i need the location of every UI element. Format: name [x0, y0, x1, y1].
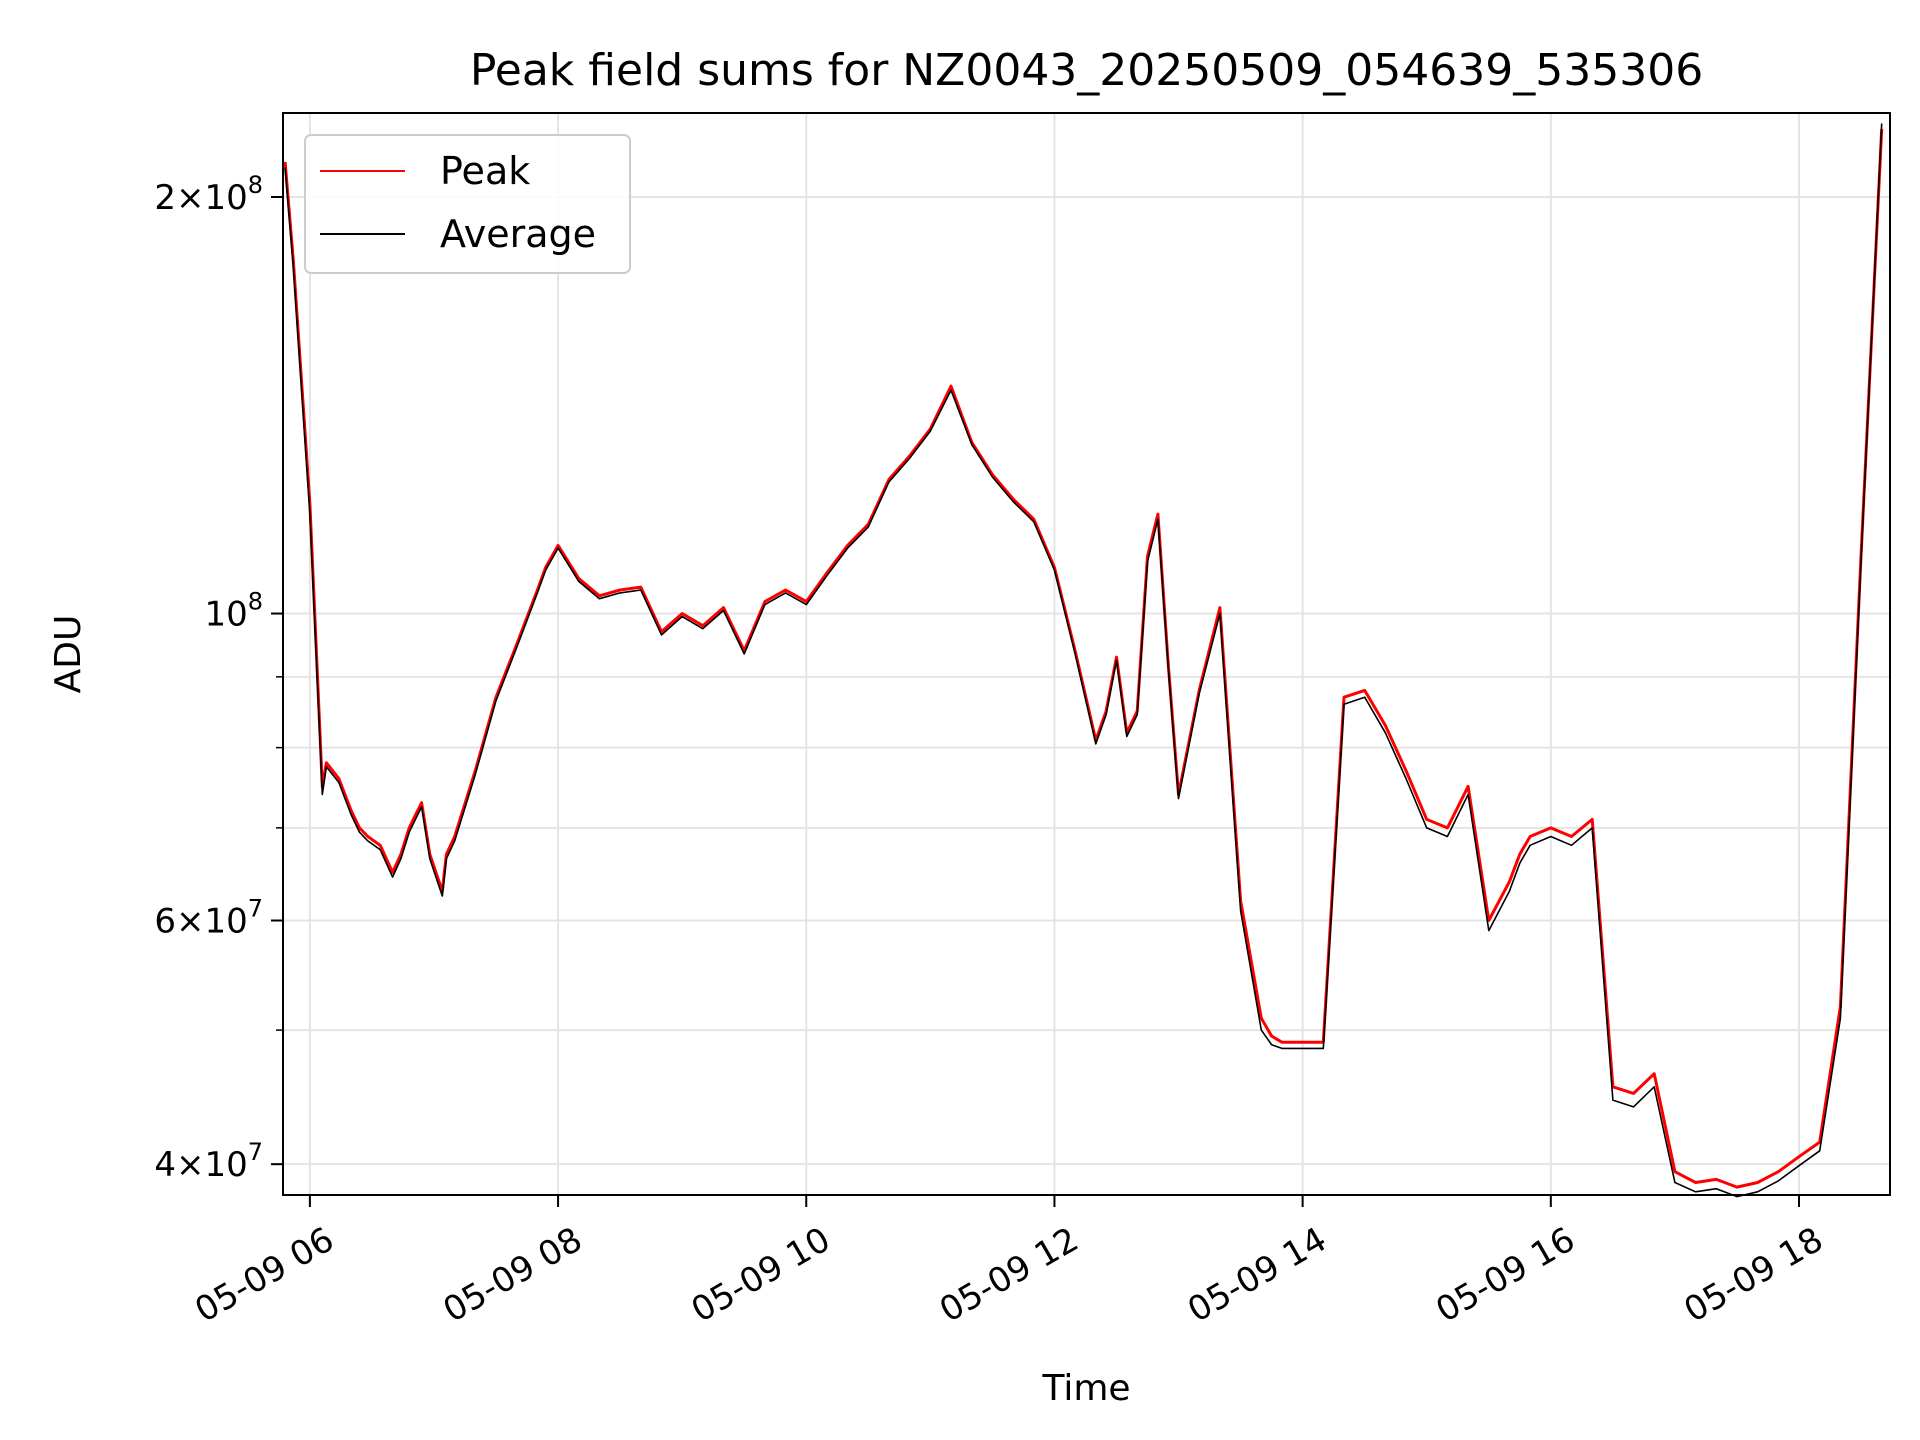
series-layer: [283, 123, 1884, 1198]
series-line-average: [284, 123, 1883, 1198]
y-tick-label: 4×107: [154, 1138, 263, 1185]
grid: [283, 113, 1890, 1195]
legend: Peak Average: [304, 134, 631, 274]
chart-title: Peak field sums for NZ0043_20250509_0546…: [470, 45, 1703, 96]
legend-box: [304, 134, 631, 274]
plot-frame: [282, 112, 1891, 1196]
y-axis-label: ADU: [48, 615, 89, 694]
y-tick-label: 2×108: [154, 171, 263, 218]
y-tick-label: 6×107: [154, 895, 263, 942]
y-tick-label: 108: [204, 588, 263, 635]
legend-label-average: Average: [440, 212, 596, 256]
y-axis: 4×107 6×107 108 2×108: [154, 171, 283, 1185]
legend-label-peak: Peak: [440, 149, 530, 193]
x-axis-label: Time: [1041, 1368, 1130, 1409]
